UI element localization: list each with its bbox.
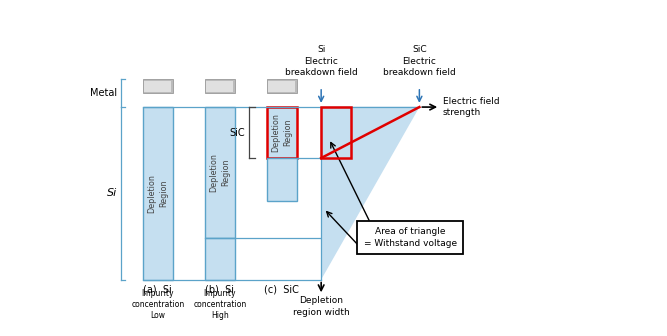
Text: (b)  Si: (b) Si: [205, 285, 234, 295]
Bar: [321, 107, 351, 158]
Text: Depletion
Region: Depletion Region: [147, 174, 168, 213]
Text: Metal: Metal: [90, 88, 117, 98]
Text: Si: Si: [107, 188, 117, 198]
Text: Area of triangle
= Withstand voltage: Area of triangle = Withstand voltage: [364, 227, 457, 248]
Text: Electric field
strength: Electric field strength: [443, 97, 500, 117]
Bar: [267, 107, 297, 158]
Bar: [206, 81, 233, 92]
Text: Depletion
region width: Depletion region width: [293, 296, 350, 317]
Bar: [144, 81, 171, 92]
Text: Impurity
concentration
Low: Impurity concentration Low: [131, 289, 185, 321]
Text: Depletion
Region: Depletion Region: [209, 153, 230, 192]
Text: Si
Electric
breakdown field: Si Electric breakdown field: [285, 45, 358, 77]
Bar: [205, 107, 235, 238]
Bar: [267, 79, 297, 93]
Bar: [268, 81, 295, 92]
Text: Impurity
concentration
High: Impurity concentration High: [193, 289, 247, 321]
Text: SiC: SiC: [229, 128, 245, 137]
Text: (c)  SiC: (c) SiC: [264, 285, 299, 295]
Polygon shape: [321, 107, 420, 280]
Bar: [267, 158, 297, 201]
FancyBboxPatch shape: [358, 221, 464, 254]
Text: (a)  Si: (a) Si: [143, 285, 172, 295]
Bar: [143, 79, 173, 93]
Bar: [205, 238, 235, 280]
Bar: [143, 107, 173, 280]
Text: Depletion
Region: Depletion Region: [271, 113, 292, 152]
Bar: [205, 79, 235, 93]
Text: SiC
Electric
breakdown field: SiC Electric breakdown field: [383, 45, 456, 77]
